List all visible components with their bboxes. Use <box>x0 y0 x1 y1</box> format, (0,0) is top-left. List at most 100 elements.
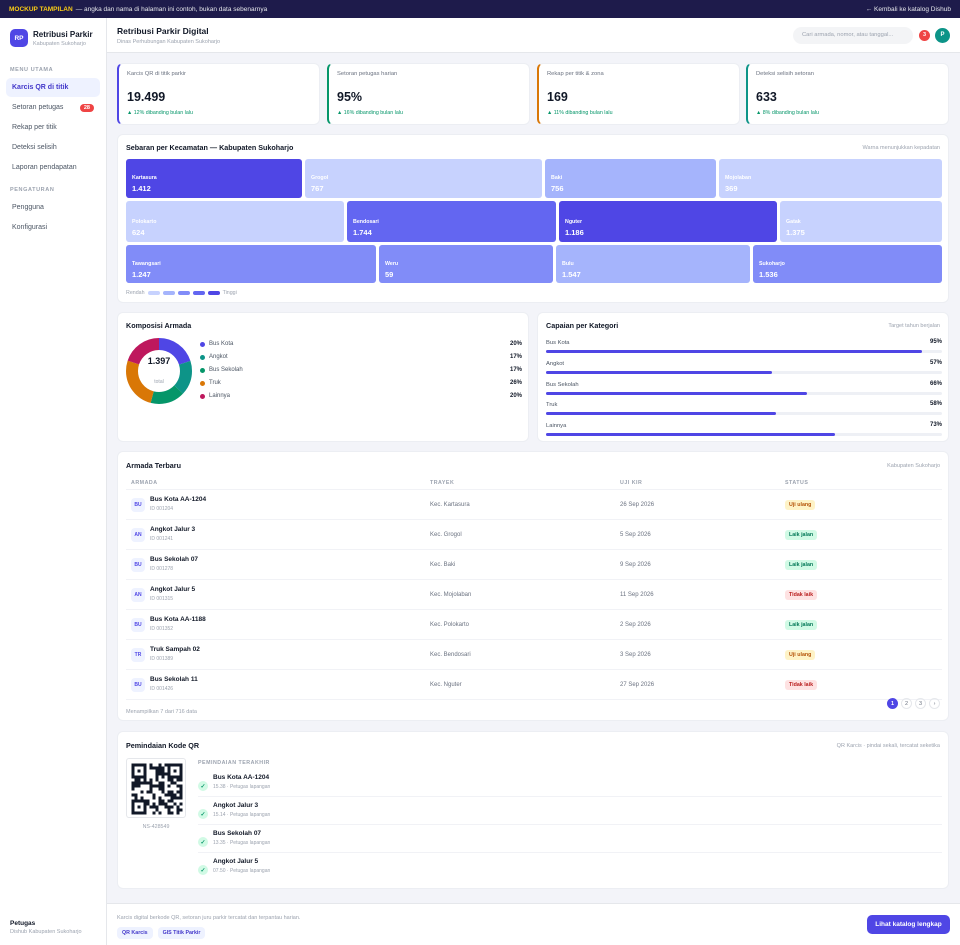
kpi-change: ▲ 8% dibanding bulan lalu <box>756 110 819 116</box>
chip-qr-karcis[interactable]: QR Karcis <box>117 927 153 939</box>
topbar: Retribusi Parkir Digital Dinas Perhubung… <box>107 18 960 53</box>
donut-segment-lainnya[interactable] <box>126 338 192 404</box>
legend-pct: 26% <box>509 380 522 386</box>
page-button-3[interactable]: 3 <box>915 698 926 709</box>
table-row[interactable]: BU Bus Kota AA-1204 ID 001204 Kec. Karta… <box>126 490 942 520</box>
vehicle-route: Kec. Bendosari <box>430 652 471 658</box>
mockup-tag: MOCKUP TAMPILAN <box>9 5 73 13</box>
sidebar-item-karcis-qr[interactable]: Karcis QR di titik <box>6 78 100 97</box>
page-button-2[interactable]: 2 <box>901 698 912 709</box>
vehicle-name: Truk Sampah 02 <box>150 646 200 653</box>
scan-vehicle-name: Angkot Jalur 3 <box>213 802 259 809</box>
treemap-tile-tawangsari[interactable]: Tawangsari 1.247 <box>126 245 376 283</box>
nav-section-settings: PENGATURAN <box>10 187 55 193</box>
table-row[interactable]: TR Truk Sampah 02 ID 001389 Kec. Bendosa… <box>126 640 942 670</box>
legend-label: Bus Kota <box>209 341 234 347</box>
avatar[interactable]: P <box>935 27 950 43</box>
sidebar-item-pengguna[interactable]: Pengguna <box>6 198 100 217</box>
scan-list-item[interactable]: ✓ Angkot Jalur 5 07.50 · Petugas lapangan <box>198 853 942 881</box>
tile-value: 1.536 <box>759 270 778 279</box>
bar-pct: 66% <box>929 381 942 387</box>
bar-pct: 57% <box>929 360 942 366</box>
tile-value: 1.744 <box>353 228 372 237</box>
sidebar-item-laporan[interactable]: Laporan pendapatan <box>6 158 100 177</box>
view-full-catalog-button[interactable]: Lihat katalog lengkap <box>867 915 950 934</box>
tile-value: 1.375 <box>786 228 805 237</box>
column-header-uji-kir[interactable]: UJI KIR <box>620 480 643 486</box>
tile-value: 369 <box>725 184 738 193</box>
scan-list-item[interactable]: ✓ Angkot Jalur 3 15.14 · Petugas lapangan <box>198 797 942 825</box>
tile-name: Sukoharjo <box>759 261 785 267</box>
table-row[interactable]: BU Bus Sekolah 07 ID 001278 Kec. Baki 9 … <box>126 550 942 580</box>
table-row[interactable]: BU Bus Kota AA-1188 ID 001352 Kec. Polok… <box>126 610 942 640</box>
page-button-1[interactable]: 1 <box>887 698 898 709</box>
scan-vehicle-name: Bus Sekolah 07 <box>213 830 262 837</box>
vehicle-inspection-date: 27 Sep 2026 <box>620 682 655 688</box>
tile-name: Baki <box>551 175 563 181</box>
sidebar-item-deteksi[interactable]: Deteksi selisih <box>6 138 100 157</box>
qr-scan-card: Pemindaian Kode QR QR Karcis · pindai se… <box>117 731 949 889</box>
kpi-label: Karcis QR di titik parkir <box>127 71 186 77</box>
bar-track <box>546 433 942 436</box>
vehicle-route: Kec. Nguter <box>430 682 462 688</box>
brand-name: Retribusi Parkir <box>33 29 93 39</box>
achievement-row-lainnya: Lainnya 73% <box>546 422 942 436</box>
legend-dot <box>200 393 205 399</box>
vehicle-id: ID 001204 <box>150 506 174 512</box>
legend-dot <box>200 354 205 360</box>
sidebar-item-setoran[interactable]: Setoran petugas 28 <box>6 98 100 117</box>
table-row[interactable]: AN Angkot Jalur 3 ID 001241 Kec. Grogol … <box>126 520 942 550</box>
kpi-card-rekap: Rekap per titik & zona 169 ▲ 11% dibandi… <box>537 63 740 125</box>
treemap-tile-bulu[interactable]: Bulu 1.547 <box>556 245 750 283</box>
donut-segment-bus-sekolah[interactable] <box>126 338 192 404</box>
treemap-tile-baki[interactable]: Baki 756 <box>545 159 716 198</box>
legend-item-truk: Truk 26% <box>200 380 522 386</box>
treemap-tile-nguter[interactable]: Nguter 1.186 <box>559 201 777 242</box>
treemap-tile-bendosari[interactable]: Bendosari 1.744 <box>347 201 556 242</box>
treemap-tile-mojolaban[interactable]: Mojolaban 369 <box>719 159 942 198</box>
treemap-tile-sukoharjo[interactable]: Sukoharjo 1.536 <box>753 245 942 283</box>
vehicle-route: Kec. Baki <box>430 562 456 568</box>
current-user: Petugas Dishub Kabupaten Sukoharjo <box>10 920 82 935</box>
donut-segment-angkot[interactable] <box>126 338 192 404</box>
achievement-row-angkot: Angkot 57% <box>546 360 942 374</box>
fleet-table-card: Armada Terbaru Kabupaten Sukoharjo ARMAD… <box>117 451 949 721</box>
table-row[interactable]: AN Angkot Jalur 5 ID 001315 Kec. Mojolab… <box>126 580 942 610</box>
tile-value: 1.247 <box>132 270 151 279</box>
bar-label: Truk <box>546 402 558 408</box>
treemap-tile-gatak[interactable]: Gatak 1.375 <box>780 201 942 242</box>
donut-segment-truk[interactable] <box>126 338 192 404</box>
tile-name: Weru <box>385 261 399 267</box>
scan-note: QR Karcis · pindai sekali, tercatat seke… <box>836 743 940 749</box>
search-input[interactable]: Cari armada, nomor, atau tanggal... <box>793 26 913 44</box>
vehicle-name: Bus Kota AA-1204 <box>150 496 207 503</box>
kpi-card-karcis: Karcis QR di titik parkir 19.499 ▲ 12% d… <box>117 63 320 125</box>
next-page-button[interactable]: › <box>929 698 940 709</box>
notification-badge[interactable]: 3 <box>919 29 930 41</box>
chip-gis-titik-parkir[interactable]: GIS Titik Parkir <box>157 927 206 939</box>
column-header-trayek[interactable]: TRAYEK <box>430 480 455 486</box>
treemap-tile-kartasura[interactable]: Kartasura 1.412 <box>126 159 302 198</box>
sidebar-item-rekap[interactable]: Rekap per titik <box>6 118 100 137</box>
treemap-tile-weru[interactable]: Weru 59 <box>379 245 553 283</box>
sidebar-item-konfigurasi[interactable]: Konfigurasi <box>6 218 100 237</box>
table-row[interactable]: BU Bus Sekolah 11 ID 001426 Kec. Nguter … <box>126 670 942 700</box>
tile-value: 624 <box>132 228 145 237</box>
bar-pct: 73% <box>929 422 942 428</box>
scan-list-item[interactable]: ✓ Bus Sekolah 07 13.35 · Petugas lapangan <box>198 825 942 853</box>
bar-track <box>546 371 942 374</box>
bar-label: Bus Sekolah <box>546 382 579 388</box>
bar-fill <box>546 350 923 353</box>
scan-list-item[interactable]: ✓ Bus Kota AA-1204 15.38 · Petugas lapanga… <box>198 769 942 797</box>
treemap-tile-polokarto[interactable]: Polokarto 624 <box>126 201 344 242</box>
back-to-catalog-link[interactable]: ← Kembali ke katalog Dishub <box>865 5 951 13</box>
sidebar-item-label: Konfigurasi <box>12 224 48 231</box>
column-header-status[interactable]: STATUS <box>785 480 809 486</box>
legend-pct: 20% <box>509 341 522 347</box>
kpi-card-deteksi: Deteksi selisih setoran 633 ▲ 8% dibandi… <box>746 63 949 125</box>
treemap-tile-grogol[interactable]: Grogol 767 <box>305 159 542 198</box>
column-header-armada[interactable]: ARMADA <box>131 480 158 486</box>
table-header-divider <box>126 489 942 490</box>
footer-text: Karcis digital berkode QR, setoran juru … <box>117 915 301 921</box>
vehicle-type-icon: AN <box>131 528 145 542</box>
